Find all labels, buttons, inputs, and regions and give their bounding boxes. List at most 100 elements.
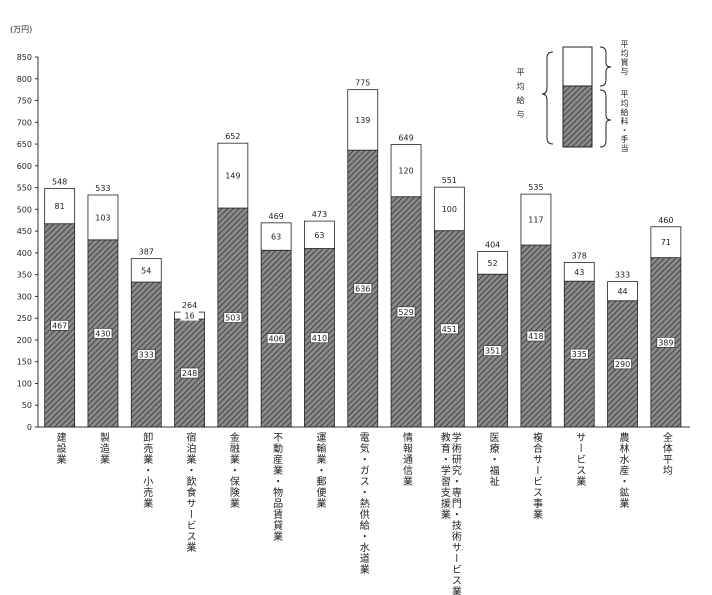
value-label: 406	[269, 335, 284, 344]
legend-label: 平均賞与	[620, 40, 629, 76]
value-label-box	[656, 237, 675, 248]
value-label-box	[310, 229, 329, 240]
value-label-box	[570, 266, 589, 277]
x-tick-label: 卸売業・小売業	[140, 432, 152, 509]
value-label: 290	[615, 360, 630, 369]
value-label-box	[180, 367, 199, 379]
y-tick-label: 150	[17, 358, 32, 367]
y-tick-label: 300	[17, 292, 32, 301]
total-label: 404	[485, 241, 500, 250]
x-tick-label: 電気・ガス・熱供給・水道業	[357, 432, 369, 575]
legend-brace	[599, 89, 612, 148]
total-label: 460	[658, 216, 673, 225]
value-label: 418	[528, 332, 543, 341]
x-tick-label: 建設業	[54, 432, 66, 465]
y-tick-label: 600	[17, 162, 32, 171]
total-label: 548	[52, 177, 67, 186]
value-label: 503	[225, 314, 240, 323]
value-label: 351	[485, 347, 500, 356]
y-tick-label: 350	[17, 271, 32, 280]
x-tick-label: 金融業・保険業	[227, 432, 239, 509]
value-label: 139	[355, 116, 370, 125]
value-label: 335	[572, 350, 587, 359]
legend-brace	[599, 46, 612, 87]
value-label: 71	[661, 238, 671, 247]
value-label: 16	[184, 312, 194, 321]
y-tick-label: 0	[27, 423, 32, 432]
x-tick-label: 運輸業・郵便業	[313, 432, 325, 509]
y-tick-label: 700	[17, 118, 32, 127]
y-tick-label: 650	[17, 140, 32, 149]
x-tick-label: 不動産業・物品賃貸業	[270, 432, 282, 542]
value-label-box	[397, 165, 416, 176]
legend-group-label: 平均給与	[516, 68, 525, 124]
value-label: 103	[95, 213, 110, 222]
y-tick-label: 800	[17, 75, 32, 84]
y-tick-label: 850	[17, 53, 32, 62]
value-label-box	[136, 349, 156, 360]
legend-swatch-salary	[562, 85, 593, 148]
value-label-box	[50, 320, 69, 331]
total-label: 551	[442, 176, 457, 185]
total-label: 649	[398, 133, 413, 142]
value-label: 63	[271, 233, 281, 242]
y-tick-label: 250	[17, 314, 32, 323]
value-label-box	[223, 170, 242, 181]
x-tick-label: 製造業	[97, 432, 109, 465]
value-label: 117	[528, 216, 543, 225]
value-label-box	[656, 337, 676, 348]
y-tick-label: 100	[17, 379, 32, 388]
y-tick-label: 550	[17, 184, 32, 193]
total-label: 535	[528, 183, 543, 192]
value-label-box	[483, 345, 502, 356]
value-label: 636	[355, 285, 370, 294]
value-label-box	[266, 333, 286, 344]
y-tick-label: 450	[17, 227, 32, 236]
value-label-box	[526, 330, 546, 342]
value-label-box	[137, 265, 156, 276]
y-tick-label: 750	[17, 97, 32, 106]
value-label: 451	[442, 325, 457, 334]
legend-label: 平均給料・手当	[620, 90, 629, 153]
value-label-box	[396, 306, 416, 318]
y-tick-label: 200	[17, 336, 32, 345]
value-label: 63	[314, 231, 324, 240]
y-tick-label: 400	[17, 249, 32, 258]
legend-swatch-bonus	[562, 46, 593, 87]
value-label: 54	[141, 266, 151, 275]
y-tick-label: 500	[17, 205, 32, 214]
x-tick-label: 複合サービス事業	[530, 432, 542, 520]
value-label: 120	[398, 167, 413, 176]
value-label: 410	[312, 334, 327, 343]
total-label: 775	[355, 79, 370, 88]
value-label: 529	[398, 308, 413, 317]
value-label-box	[223, 312, 243, 323]
value-label-box	[310, 332, 329, 344]
legend-brace	[541, 51, 554, 145]
value-label: 81	[55, 202, 65, 211]
total-label: 469	[269, 212, 284, 221]
value-label: 44	[617, 287, 627, 296]
value-label-box	[353, 283, 373, 294]
total-label: 533	[95, 184, 110, 193]
total-label: 652	[225, 132, 240, 141]
total-label: 333	[615, 271, 630, 280]
value-label: 100	[442, 205, 457, 214]
value-label: 43	[574, 268, 584, 277]
x-tick-label: 医療・福祉	[487, 432, 499, 487]
value-label-box	[483, 257, 502, 268]
value-label: 333	[139, 351, 154, 360]
x-tick-label: 宿泊業・飲食サービス業	[184, 432, 196, 553]
value-label: 248	[182, 369, 197, 378]
x-tick-label: 情報通信業	[400, 432, 412, 487]
value-label: 389	[658, 338, 673, 347]
value-label-box	[267, 231, 286, 242]
y-tick-label: 50	[22, 401, 32, 410]
value-label-box	[613, 286, 632, 297]
value-label-box	[613, 358, 632, 370]
value-label: 430	[95, 329, 110, 338]
value-label-box	[180, 310, 199, 321]
value-label-box	[440, 203, 459, 214]
total-label: 387	[139, 248, 154, 257]
